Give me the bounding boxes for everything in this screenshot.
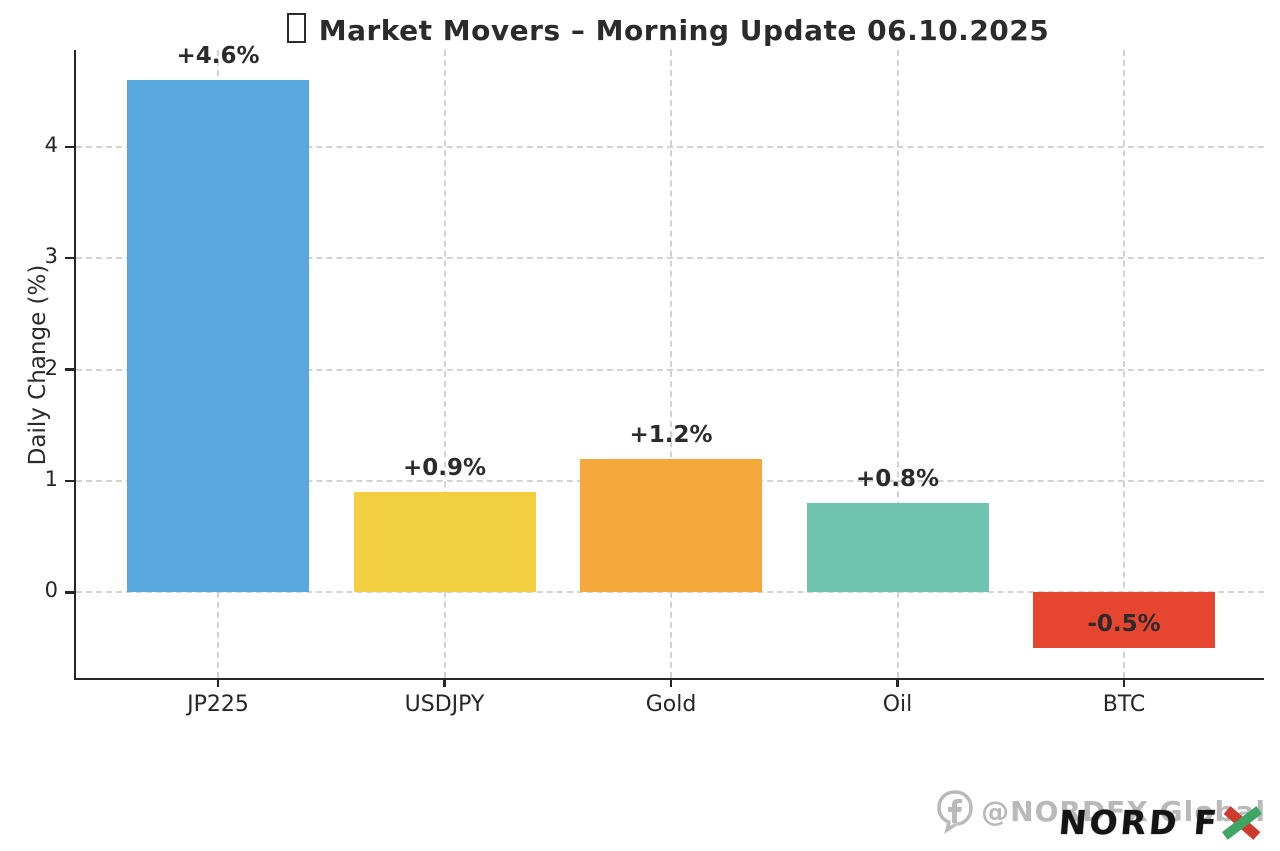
gridline-vertical (1123, 50, 1125, 678)
chart-title-text: Market Movers – Morning Update 06.10.202… (318, 14, 1050, 47)
logo-text: NORD F (1057, 803, 1222, 842)
x-tick-mark (1122, 678, 1126, 687)
y-tick-mark (65, 256, 74, 260)
bar-value-label: +4.6% (176, 43, 260, 70)
gridline-vertical (896, 50, 899, 678)
watermark: @NORDFX Global (935, 787, 1266, 835)
x-tick-label: USDJPY (404, 692, 485, 717)
bar-value-label: +0.8% (855, 466, 940, 493)
facebook-icon (937, 790, 973, 834)
x-tick-label: BTC (1102, 692, 1146, 717)
bar (127, 80, 309, 593)
x-tick-mark (443, 678, 446, 687)
bar (1033, 592, 1215, 648)
y-tick-mark (65, 479, 74, 483)
bar-value-label: +0.9% (402, 455, 487, 482)
y-tick-mark (65, 368, 74, 371)
x-tick-mark (216, 678, 220, 687)
bar (353, 492, 536, 593)
y-tick-label: 4 (44, 132, 58, 157)
logo-x-icon (1222, 805, 1262, 840)
bar (580, 458, 762, 593)
x-tick-mark (896, 678, 899, 687)
x-tick-label: JP225 (187, 692, 249, 717)
watermark-text: @NORDFX Global (981, 794, 1266, 828)
nordfx-logo: NORD F (1058, 803, 1264, 842)
y-tick-label: 2 (44, 355, 58, 380)
y-tick-label: 0 (44, 578, 58, 603)
bar (806, 503, 989, 593)
x-tick-mark (669, 678, 673, 687)
x-tick-label: Oil (882, 692, 913, 717)
plot-area: 0 1 2 3 4 +4.6% JP225 +0.9% USDJPY +1.2% Gold +0.8%… (45, 43, 1264, 717)
y-tick-mark (65, 591, 74, 594)
y-tick-label: 3 (44, 244, 58, 269)
y-tick-label: 1 (44, 466, 58, 491)
chart-title: Market Movers – Morning Update 06.10.202… (74, 10, 1262, 47)
bar-value-label: +1.2% (629, 421, 713, 448)
bar-value-label: -0.5% (1087, 610, 1161, 637)
gridline-vertical (670, 50, 672, 678)
x-tick-label: Gold (645, 692, 697, 717)
gridline-vertical (443, 50, 446, 678)
missing-emoji-icon (286, 13, 306, 43)
y-tick-mark (65, 145, 74, 149)
